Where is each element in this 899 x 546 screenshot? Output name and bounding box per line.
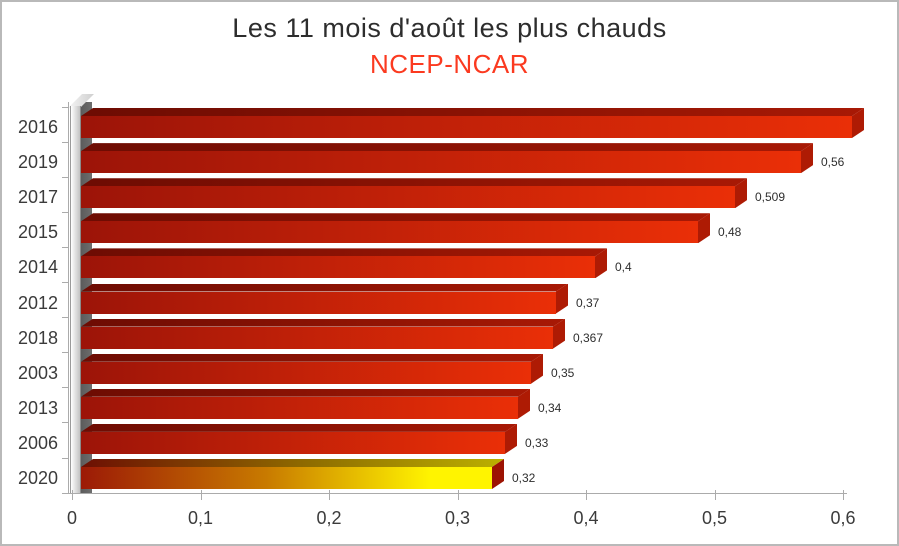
y-axis-tick	[62, 246, 68, 248]
x-tick-label: 0,5	[701, 508, 728, 528]
y-axis-tick	[62, 492, 68, 494]
x-axis-tick	[586, 490, 587, 500]
bar-value-label: 0,56	[821, 155, 845, 170]
bar-top-face	[81, 459, 504, 467]
x-tick-label: 0,1	[187, 508, 214, 528]
x-axis-tick	[843, 490, 844, 500]
y-axis-tick	[62, 141, 68, 143]
x-axis-tick	[714, 490, 716, 500]
chart-subtitle: NCEP-NCAR	[369, 49, 530, 79]
bar-side-face	[698, 213, 710, 244]
bar-top-face	[81, 389, 530, 397]
bar-2013	[81, 388, 530, 419]
bar-top-face	[81, 108, 864, 116]
chart-title: Les 11 mois d'août les plus chauds	[232, 13, 667, 43]
y-axis-line	[68, 102, 69, 493]
x-tick-label: 0,3	[444, 508, 471, 528]
bar-2012	[81, 283, 568, 314]
y-axis-tick	[62, 106, 68, 108]
bar-side-face	[556, 283, 568, 314]
x-axis-tick	[72, 490, 73, 500]
bar-side-face	[852, 108, 864, 138]
bar-value-label: 0,37	[576, 295, 600, 310]
x-tick-label: 0,2	[316, 508, 342, 528]
bar-side-face	[595, 248, 607, 279]
x-axis-tick	[457, 490, 459, 500]
bar-2014	[81, 248, 607, 279]
bar-value-label: 0,509	[755, 190, 786, 205]
bar-top-face	[81, 319, 565, 327]
x-axis-tick	[200, 490, 202, 500]
y-axis-tick	[62, 282, 68, 283]
y-axis-tick	[62, 317, 68, 319]
bar-front-face	[81, 291, 556, 314]
bar-front-face	[81, 326, 553, 349]
bar-value-label: 0,32	[512, 471, 536, 485]
year-label: 2020	[17, 468, 58, 488]
bar-front-face	[81, 431, 505, 454]
bar-side-face	[505, 423, 517, 454]
bar-top-face	[81, 424, 517, 432]
axis-wall	[70, 106, 81, 493]
bar-top-face	[81, 248, 607, 256]
year-label: 2018	[17, 327, 58, 348]
y-axis-tick	[62, 352, 68, 354]
bar-value-label: 0,35	[551, 365, 575, 380]
bar-top-face	[81, 178, 747, 186]
bar-side-face	[553, 318, 565, 349]
bar-front-face	[81, 116, 852, 138]
bar-front-face	[81, 396, 518, 419]
bar-value-label: 0,367	[573, 330, 604, 345]
bar-side-face	[735, 178, 747, 209]
bar-side-face	[531, 353, 543, 384]
year-label: 2019	[17, 152, 58, 173]
bar-2003	[81, 353, 543, 384]
y-axis-tick	[62, 457, 68, 459]
bar-2015	[81, 213, 710, 244]
bar-front-face	[81, 361, 531, 384]
bar-2018	[81, 318, 565, 349]
year-label: 2012	[17, 292, 58, 313]
bar-front-face	[81, 467, 492, 489]
y-axis-tick	[62, 176, 68, 178]
year-label: 2017	[17, 187, 58, 208]
y-axis-tick	[62, 387, 68, 389]
bar-value-label: 0,34	[538, 400, 562, 415]
bar-2006	[81, 423, 517, 454]
year-label: 2016	[17, 117, 58, 137]
year-label: 2006	[17, 432, 58, 453]
bar-side-face	[801, 143, 813, 174]
bar-side-face	[518, 388, 530, 419]
bar-front-face	[81, 221, 698, 244]
bar-top-face	[81, 143, 813, 151]
year-label: 2014	[17, 257, 58, 278]
bar-2017	[81, 178, 747, 209]
bar-front-face	[81, 256, 595, 279]
year-label: 2003	[17, 362, 58, 383]
x-tick-label: 0	[66, 508, 77, 528]
bar-top-face	[81, 213, 710, 221]
x-tick-label: 0,4	[573, 508, 599, 528]
y-axis-tick	[62, 211, 68, 213]
y-axis-tick	[62, 422, 68, 424]
bar-side-face	[492, 459, 504, 489]
bar-2016	[81, 108, 864, 138]
x-axis-tick	[329, 490, 330, 500]
bar-top-face	[81, 284, 568, 292]
bar-value-label: 0,48	[718, 225, 742, 240]
bar-value-label: 0,33	[525, 435, 549, 450]
bar-value-label: 0,4	[615, 260, 632, 275]
bar-2020	[81, 459, 504, 489]
bar-front-face	[81, 186, 735, 209]
bar-front-face	[81, 151, 801, 174]
year-label: 2015	[17, 222, 58, 243]
x-tick-label: 0,6	[830, 508, 856, 528]
bar-2019	[81, 143, 813, 174]
bar-top-face	[81, 354, 543, 362]
year-label: 2013	[17, 397, 58, 418]
